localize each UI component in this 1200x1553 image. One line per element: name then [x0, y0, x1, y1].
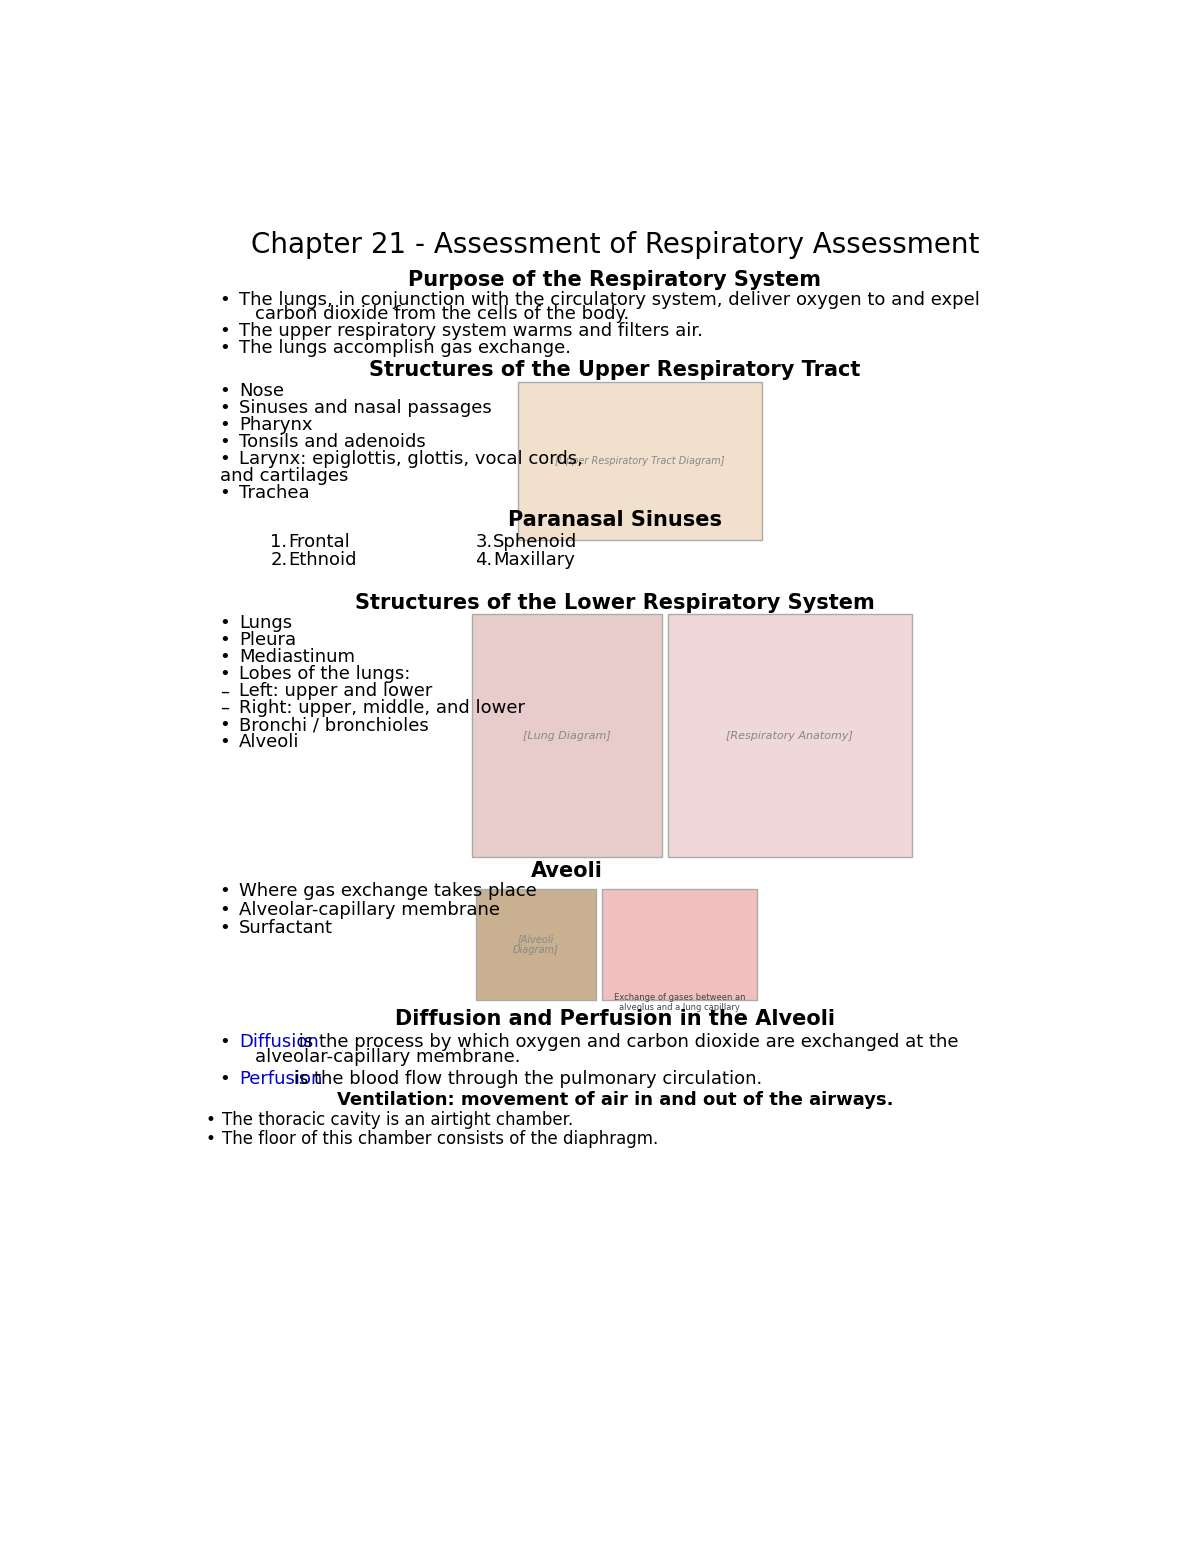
Text: Structures of the Upper Respiratory Tract: Structures of the Upper Respiratory Trac…	[370, 360, 860, 380]
Text: •: •	[220, 901, 230, 919]
Text: •: •	[220, 433, 230, 450]
Text: The lungs, in conjunction with the circulatory system, deliver oxygen to and exp: The lungs, in conjunction with the circu…	[239, 290, 980, 309]
Text: Bronchi / bronchioles: Bronchi / bronchioles	[239, 716, 428, 735]
Text: •: •	[206, 1110, 216, 1129]
Text: 2.: 2.	[270, 551, 287, 570]
Text: •: •	[220, 919, 230, 938]
Text: is the process by which oxygen and carbon dioxide are exchanged at the: is the process by which oxygen and carbo…	[293, 1033, 959, 1050]
Text: •: •	[220, 339, 230, 357]
Text: •: •	[220, 382, 230, 401]
Text: •: •	[220, 321, 230, 340]
Text: •: •	[220, 615, 230, 632]
Text: Alveolar-capillary membrane: Alveolar-capillary membrane	[239, 901, 500, 919]
Bar	[602, 888, 757, 1000]
Text: •: •	[220, 882, 230, 901]
Text: •: •	[206, 1129, 216, 1148]
Text: •: •	[220, 416, 230, 433]
Text: •: •	[220, 648, 230, 666]
Text: •: •	[220, 1070, 230, 1087]
Text: Maxillary: Maxillary	[493, 551, 575, 570]
Text: Pleura: Pleura	[239, 632, 296, 649]
Text: •: •	[220, 665, 230, 683]
Text: •: •	[220, 290, 230, 309]
Text: Alveoli: Alveoli	[239, 733, 300, 752]
Text: Lobes of the lungs:: Lobes of the lungs:	[239, 665, 410, 683]
Text: Where gas exchange takes place: Where gas exchange takes place	[239, 882, 536, 901]
Text: •: •	[220, 733, 230, 752]
Text: is the blood flow through the pulmonary circulation.: is the blood flow through the pulmonary …	[288, 1070, 762, 1087]
Text: alveolar-capillary membrane.: alveolar-capillary membrane.	[254, 1048, 520, 1065]
Text: Structures of the Lower Respiratory System: Structures of the Lower Respiratory Syst…	[355, 593, 875, 613]
Text: Mediastinum: Mediastinum	[239, 648, 355, 666]
Text: The floor of this chamber consists of the diaphragm.: The floor of this chamber consists of th…	[222, 1129, 659, 1148]
Text: 3.: 3.	[475, 533, 493, 551]
Bar	[472, 615, 661, 857]
Text: [Respiratory Anatomy]: [Respiratory Anatomy]	[726, 731, 853, 741]
Text: Larynx: epiglottis, glottis, vocal cords,: Larynx: epiglottis, glottis, vocal cords…	[239, 450, 583, 467]
Bar	[475, 888, 595, 1000]
Text: Lungs: Lungs	[239, 615, 293, 632]
Text: –: –	[220, 682, 229, 700]
Text: [Alveoli
Diagram]: [Alveoli Diagram]	[512, 933, 558, 955]
Text: Exchange of gases between an
alveolus and a lung capillary: Exchange of gases between an alveolus an…	[613, 992, 745, 1013]
Bar	[518, 382, 762, 540]
Text: Perfusion: Perfusion	[239, 1070, 323, 1087]
Text: [Lung Diagram]: [Lung Diagram]	[523, 731, 611, 741]
Text: Right: upper, middle, and lower: Right: upper, middle, and lower	[239, 699, 526, 717]
Text: Diffusion and Perfusion in the Alveoli: Diffusion and Perfusion in the Alveoli	[395, 1009, 835, 1030]
Text: Sinuses and nasal passages: Sinuses and nasal passages	[239, 399, 492, 416]
Text: and cartilages: and cartilages	[220, 466, 348, 485]
Text: Surfactant: Surfactant	[239, 919, 334, 938]
Text: 1.: 1.	[270, 533, 287, 551]
Text: The thoracic cavity is an airtight chamber.: The thoracic cavity is an airtight chamb…	[222, 1110, 574, 1129]
Text: Sphenoid: Sphenoid	[493, 533, 577, 551]
Text: •: •	[220, 450, 230, 467]
Text: Ethnoid: Ethnoid	[288, 551, 356, 570]
Text: Frontal: Frontal	[288, 533, 349, 551]
Text: [Upper Respiratory Tract Diagram]: [Upper Respiratory Tract Diagram]	[556, 457, 725, 466]
Text: Left: upper and lower: Left: upper and lower	[239, 682, 432, 700]
Text: The upper respiratory system warms and filters air.: The upper respiratory system warms and f…	[239, 321, 703, 340]
Text: Tonsils and adenoids: Tonsils and adenoids	[239, 433, 426, 450]
Text: –: –	[220, 699, 229, 717]
Text: Pharynx: Pharynx	[239, 416, 313, 433]
Text: carbon dioxide from the cells of the body.: carbon dioxide from the cells of the bod…	[254, 304, 629, 323]
Text: •: •	[220, 632, 230, 649]
Text: Chapter 21 - Assessment of Respiratory Assessment: Chapter 21 - Assessment of Respiratory A…	[251, 231, 979, 259]
Text: •: •	[220, 716, 230, 735]
Text: •: •	[220, 1033, 230, 1050]
Text: Ventilation: movement of air in and out of the airways.: Ventilation: movement of air in and out …	[337, 1092, 893, 1109]
Text: Diffusion: Diffusion	[239, 1033, 319, 1050]
Text: Nose: Nose	[239, 382, 284, 401]
Text: Purpose of the Respiratory System: Purpose of the Respiratory System	[408, 270, 822, 289]
Text: Trachea: Trachea	[239, 483, 310, 502]
Text: Paranasal Sinuses: Paranasal Sinuses	[508, 509, 722, 530]
Text: •: •	[220, 483, 230, 502]
Bar	[667, 615, 912, 857]
Text: The lungs accomplish gas exchange.: The lungs accomplish gas exchange.	[239, 339, 571, 357]
Text: Aveoli: Aveoli	[530, 860, 602, 881]
Text: 4.: 4.	[475, 551, 493, 570]
Text: •: •	[220, 399, 230, 416]
